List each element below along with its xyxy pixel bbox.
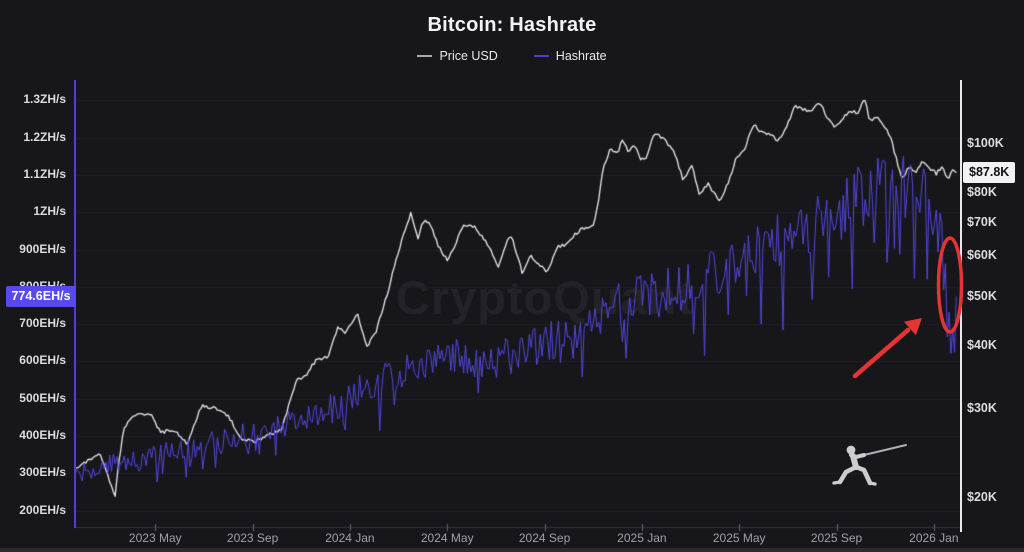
y-right-tick-label: $40K — [967, 337, 997, 352]
x-tick-label: 2026 Jan — [909, 531, 959, 545]
legend-label-price-usd: Price USD — [439, 49, 498, 63]
x-tick-label: 2024 Sep — [518, 531, 571, 545]
y-left-tick-label: 200EH/s — [19, 502, 66, 517]
price-current-badge: $87.8K — [963, 162, 1016, 184]
y-left-tick-label: 1ZH/s — [33, 204, 66, 219]
hashrate-current-badge: 774.6EH/s — [6, 285, 76, 307]
x-tick-label: 2023 Sep — [226, 531, 279, 545]
x-tick-label: 2025 Sep — [810, 531, 863, 545]
y-right-tick-label: $30K — [967, 401, 997, 416]
x-tick-label: 2025 May — [712, 531, 766, 545]
y-right-tick-label: $50K — [967, 288, 997, 303]
chart-legend: Price USD Hashrate — [0, 49, 1024, 63]
price-usd-line-icon — [417, 55, 433, 57]
legend-item-hashrate[interactable]: Hashrate — [533, 49, 607, 63]
y-left-tick-label: 1.1ZH/s — [23, 167, 66, 182]
legend-item-price-usd[interactable]: Price USD — [417, 49, 498, 63]
y-right-tick-label: $80K — [967, 185, 997, 200]
x-tick-label: 2025 Jan — [617, 531, 667, 545]
x-tick-label: 2024 Jan — [325, 531, 375, 545]
y-right-tick-label: $20K — [967, 490, 997, 505]
right-axis-line — [960, 80, 962, 532]
y-left-tick-label: 900EH/s — [19, 241, 66, 256]
y-right-tick-label: $70K — [967, 214, 997, 229]
fencer-logo-icon — [832, 444, 907, 486]
chart-title: Bitcoin: Hashrate — [427, 14, 597, 36]
y-left-tick-label: 400EH/s — [19, 427, 66, 442]
y-right-tick-label: $60K — [967, 248, 997, 263]
y-left-tick-label: 1.3ZH/s — [23, 92, 66, 107]
hashrate-line-icon — [533, 55, 549, 57]
bottom-edge-strip — [0, 548, 1024, 552]
y-left-tick-label: 1.2ZH/s — [23, 129, 66, 144]
y-left-tick-label: 600EH/s — [19, 353, 66, 368]
y-left-tick-label: 500EH/s — [19, 390, 66, 405]
x-tick-label: 2023 May — [128, 531, 182, 545]
y-left-tick-label: 300EH/s — [19, 465, 66, 480]
y-left-tick-label: 700EH/s — [19, 316, 66, 331]
legend-label-hashrate: Hashrate — [555, 49, 607, 63]
x-tick-label: 2024 May — [420, 531, 474, 545]
y-right-tick-label: $100K — [967, 136, 1004, 150]
